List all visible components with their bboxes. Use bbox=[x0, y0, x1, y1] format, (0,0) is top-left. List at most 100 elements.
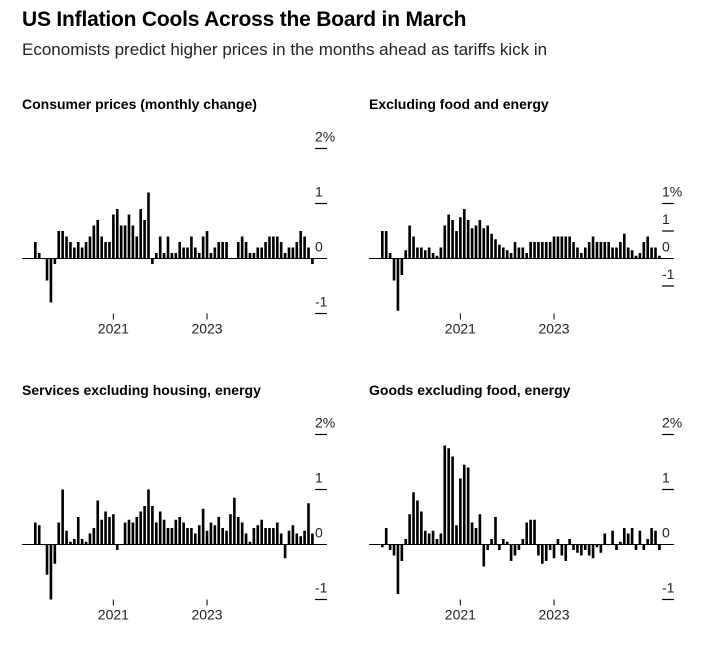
bar bbox=[576, 247, 579, 259]
panel-core: 1% 1 0 -1 2021 2023 bbox=[369, 184, 682, 337]
bar bbox=[459, 478, 462, 545]
bar bbox=[115, 544, 119, 550]
bar bbox=[131, 225, 135, 259]
bar bbox=[221, 528, 224, 545]
bar bbox=[135, 517, 139, 545]
bar bbox=[303, 236, 306, 259]
y-tick-label: 0 bbox=[315, 239, 323, 255]
bar bbox=[112, 514, 115, 545]
bar bbox=[244, 533, 248, 545]
bar bbox=[521, 539, 525, 545]
panel-goods: 2% 1 0 -1 2021 2023 bbox=[369, 415, 682, 623]
bar bbox=[73, 539, 76, 545]
bar bbox=[396, 544, 400, 594]
bar bbox=[556, 236, 560, 259]
bar bbox=[209, 253, 213, 259]
bar bbox=[287, 247, 291, 259]
bar bbox=[307, 247, 310, 259]
bar bbox=[412, 492, 415, 545]
y-tick-label: 0 bbox=[662, 239, 670, 255]
bar bbox=[630, 250, 634, 259]
bar bbox=[112, 214, 115, 259]
bar bbox=[544, 242, 548, 259]
bar bbox=[583, 247, 587, 259]
bar bbox=[61, 231, 64, 259]
bar bbox=[37, 525, 41, 545]
y-tick-label: 2% bbox=[315, 129, 335, 145]
bar bbox=[139, 209, 143, 259]
bar bbox=[311, 533, 314, 545]
bar bbox=[541, 242, 544, 259]
bar bbox=[431, 253, 435, 259]
bar bbox=[291, 525, 295, 545]
bar bbox=[123, 225, 127, 259]
bar bbox=[162, 253, 166, 259]
y-tick-label: 1 bbox=[662, 211, 670, 227]
bar bbox=[423, 530, 427, 545]
bar bbox=[205, 231, 209, 259]
bar bbox=[57, 231, 61, 259]
bar bbox=[494, 239, 497, 259]
bar bbox=[213, 525, 217, 545]
bar bbox=[560, 544, 564, 556]
bar bbox=[431, 530, 435, 545]
y-tick-label: 1% bbox=[662, 184, 682, 200]
bar bbox=[209, 522, 213, 545]
bar bbox=[104, 511, 107, 545]
bar bbox=[311, 258, 314, 264]
bar bbox=[580, 544, 583, 556]
bar bbox=[459, 217, 462, 259]
bar bbox=[154, 253, 158, 259]
bar bbox=[466, 220, 470, 259]
bar bbox=[151, 506, 154, 545]
bar bbox=[260, 519, 263, 545]
bar bbox=[225, 530, 228, 545]
bar bbox=[615, 544, 618, 550]
bar bbox=[34, 522, 37, 545]
bar bbox=[498, 544, 501, 550]
bar bbox=[501, 247, 505, 259]
bar bbox=[392, 258, 396, 281]
bar bbox=[420, 511, 423, 545]
bar bbox=[264, 242, 267, 259]
bar bbox=[509, 544, 513, 561]
bar bbox=[611, 247, 614, 259]
bar bbox=[119, 225, 123, 259]
x-tick-label: 2023 bbox=[191, 607, 222, 623]
bar bbox=[501, 539, 505, 545]
bar bbox=[275, 236, 279, 259]
x-tick-label: 2023 bbox=[538, 321, 569, 337]
bar bbox=[486, 544, 490, 550]
bar bbox=[61, 489, 64, 545]
bar bbox=[303, 530, 306, 545]
bar bbox=[525, 253, 529, 259]
bar bbox=[529, 242, 532, 259]
bar bbox=[591, 544, 595, 559]
bar bbox=[182, 522, 185, 545]
bar bbox=[275, 522, 279, 545]
x-tick-label: 2021 bbox=[98, 607, 129, 623]
x-tick-label: 2021 bbox=[445, 321, 476, 337]
bar bbox=[131, 522, 135, 545]
panel-title-core: Excluding food and energy bbox=[369, 96, 549, 112]
bar bbox=[478, 220, 482, 259]
bar bbox=[307, 503, 310, 545]
bar bbox=[233, 497, 236, 545]
y-tick-label: 1 bbox=[315, 184, 323, 200]
bar bbox=[404, 539, 408, 545]
bar bbox=[96, 500, 100, 545]
bar bbox=[139, 511, 143, 545]
bar bbox=[295, 533, 299, 545]
bar bbox=[420, 247, 423, 259]
bar bbox=[451, 456, 454, 545]
bar bbox=[416, 247, 419, 259]
bar bbox=[108, 517, 111, 545]
bar bbox=[178, 242, 182, 259]
bar bbox=[658, 255, 661, 259]
bar bbox=[587, 242, 591, 259]
bar bbox=[178, 517, 182, 545]
bar bbox=[279, 533, 283, 545]
bar bbox=[190, 236, 193, 259]
bar bbox=[381, 231, 384, 259]
bar bbox=[384, 231, 388, 259]
